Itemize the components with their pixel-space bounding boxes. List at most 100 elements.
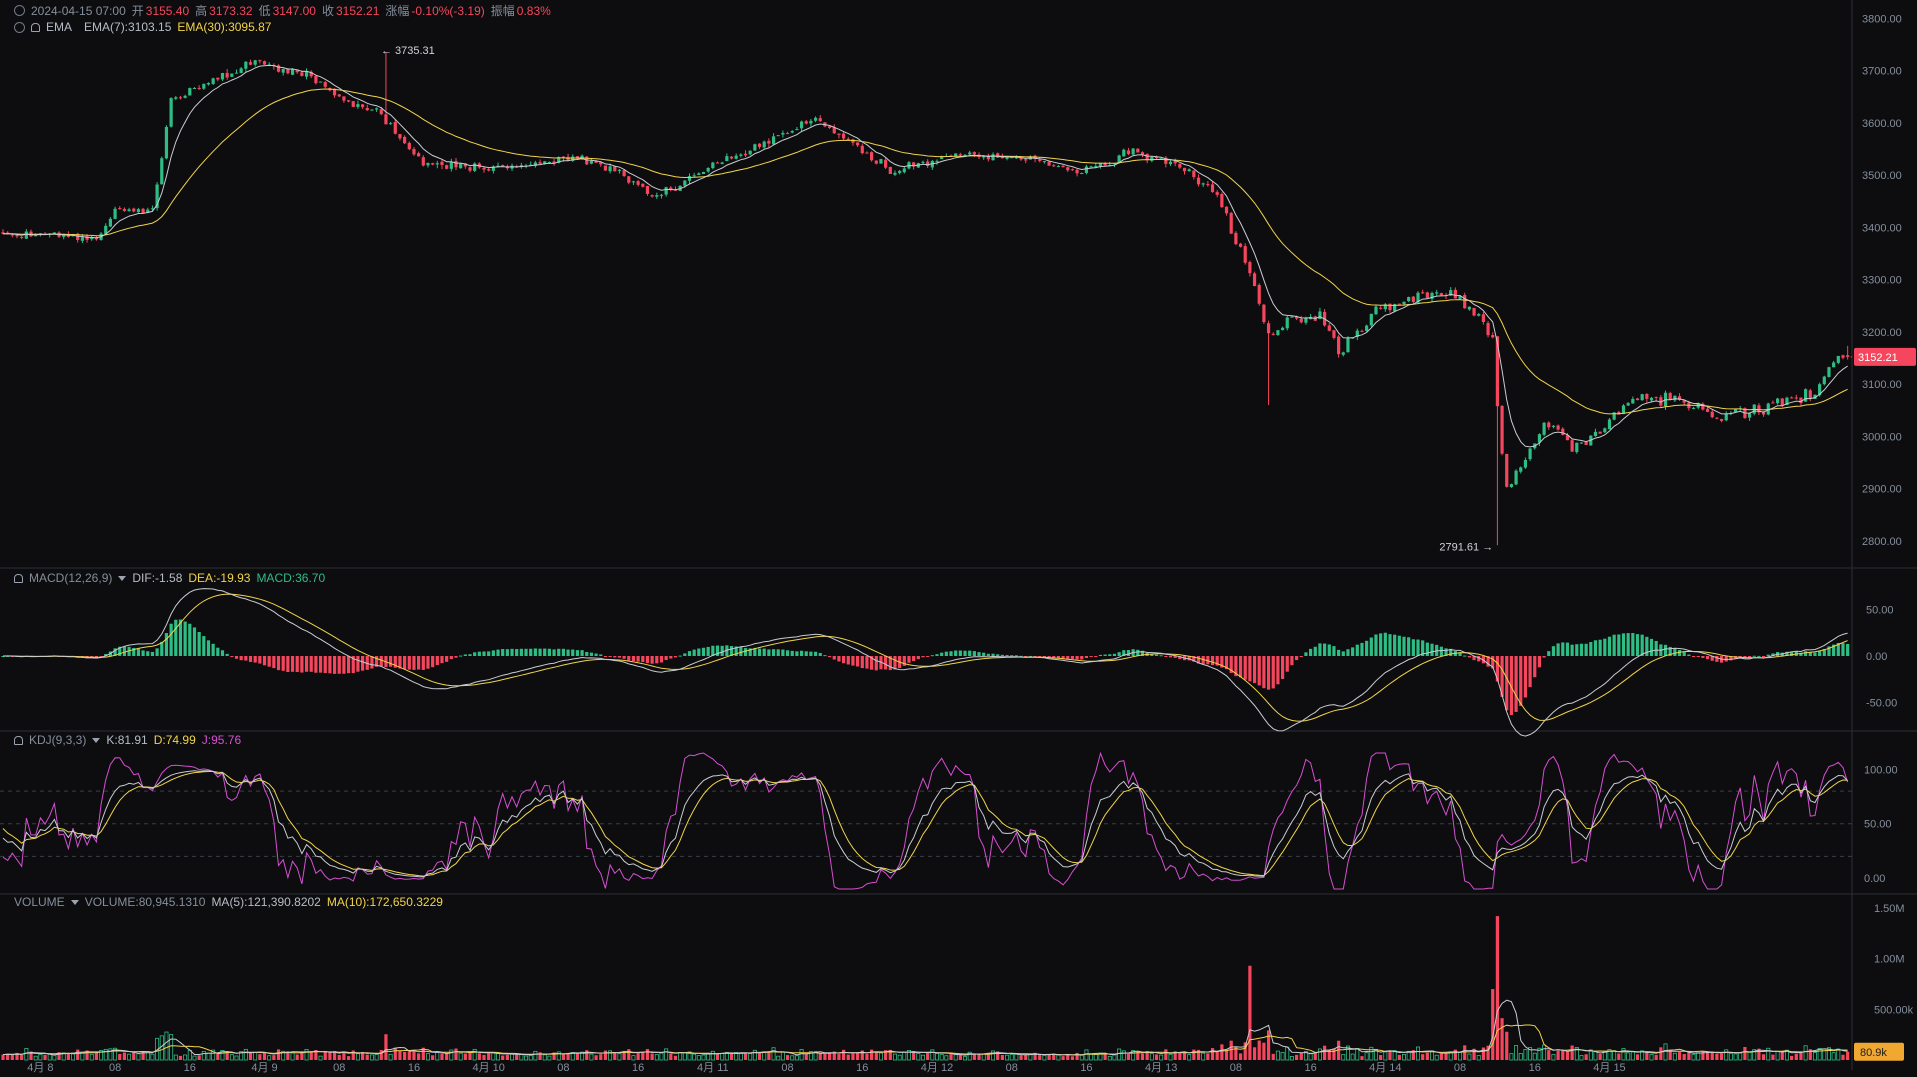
macd-bar	[1551, 646, 1556, 656]
volume-bar	[458, 1052, 463, 1061]
candle-body	[141, 208, 145, 214]
collapse-icon[interactable]	[14, 5, 25, 16]
volume-bar	[89, 1053, 94, 1061]
candle-body	[599, 162, 603, 165]
candle-body	[1126, 150, 1131, 154]
volume-bar	[547, 1055, 552, 1061]
macd-bar	[295, 656, 299, 673]
volume-bar	[435, 1051, 440, 1061]
macd-bar	[557, 648, 561, 656]
macd-bar	[921, 656, 925, 658]
candle-body	[169, 98, 173, 127]
candle-body	[571, 156, 575, 161]
volume-bar	[1289, 1056, 1294, 1061]
candle-body	[846, 138, 850, 140]
chevron-down-icon[interactable]	[92, 737, 101, 743]
macd-bar	[1757, 655, 1761, 657]
candle-body	[454, 160, 458, 168]
volume-bar	[696, 1055, 701, 1061]
volume-bar	[1005, 1054, 1010, 1061]
candle-body	[398, 134, 402, 139]
chevron-down-icon[interactable]	[70, 899, 79, 905]
candle-body	[146, 209, 150, 213]
macd-bar	[958, 650, 962, 656]
candle-body	[603, 165, 608, 171]
bell-icon[interactable]	[14, 573, 23, 583]
macd-bar	[1491, 656, 1495, 669]
macd-bar	[370, 656, 374, 669]
macd-bar	[1617, 634, 1621, 656]
macd-bar	[1710, 656, 1714, 661]
candle-body	[1645, 393, 1649, 399]
volume-bar	[912, 1051, 916, 1060]
volume-bar	[393, 1047, 397, 1060]
candle-body	[1794, 397, 1798, 399]
ema-legend: EMA EMA(7):3103.15 EMA(30):3095.87	[14, 20, 277, 34]
macd-bar	[613, 656, 617, 658]
volume-bar	[1229, 1040, 1233, 1060]
macd-bar	[1537, 656, 1542, 668]
candle-body	[1640, 394, 1644, 401]
volume-bar	[1532, 1052, 1537, 1061]
change-value: -0.10%(-3.19)	[411, 3, 485, 18]
candle-body	[1206, 184, 1210, 186]
low-value: 3147.00	[272, 3, 316, 18]
macd-bar	[1444, 648, 1448, 656]
candle-body	[1238, 243, 1243, 247]
macd-bar	[1150, 653, 1154, 656]
volume-bar	[113, 1047, 118, 1061]
volume-bar	[1640, 1050, 1645, 1061]
volume-bar	[860, 1050, 864, 1060]
collapse-icon[interactable]	[14, 21, 25, 33]
candle-body	[1178, 163, 1182, 168]
macd-bar	[888, 656, 892, 671]
candle-body	[1780, 398, 1784, 406]
candle-body	[1659, 397, 1663, 406]
chevron-down-icon[interactable]	[118, 575, 127, 581]
volume-bar	[440, 1053, 444, 1060]
bell-icon[interactable]	[14, 735, 23, 745]
macd-bar	[1369, 637, 1373, 656]
volume-bar	[1766, 1047, 1771, 1061]
macd-bar	[762, 648, 766, 656]
volume-bar	[412, 1050, 416, 1060]
macd-bar	[1210, 656, 1215, 666]
candle-body	[529, 164, 533, 166]
volume-name[interactable]: VOLUME	[14, 895, 65, 909]
kdj-name[interactable]: KDJ(9,3,3)	[29, 733, 87, 747]
volume-bar	[229, 1054, 234, 1061]
macd-bar	[697, 648, 701, 656]
candle-body	[1626, 403, 1630, 406]
macd-bar	[1117, 652, 1121, 656]
macd-bar	[1640, 634, 1644, 656]
candle-body	[1528, 448, 1532, 460]
macd-bar	[902, 656, 906, 666]
candle-body	[1449, 290, 1453, 296]
volume-bar	[61, 1052, 66, 1061]
volume-bar	[884, 1050, 888, 1060]
macd-bar	[954, 650, 958, 656]
macd-name[interactable]: MACD(12,26,9)	[29, 571, 113, 585]
bell-icon[interactable]	[31, 22, 40, 32]
candle-body	[1747, 413, 1752, 418]
volume-bar	[1747, 1051, 1752, 1061]
macd-bar	[1822, 648, 1826, 656]
macd-bar	[977, 652, 981, 656]
ema-name[interactable]: EMA	[46, 20, 73, 34]
volume-bar	[1332, 1048, 1336, 1060]
volume-bar	[1630, 1051, 1635, 1061]
candle-body	[1294, 316, 1299, 319]
volume-bar	[225, 1051, 229, 1060]
volume-bar	[575, 1052, 580, 1060]
candle-body	[496, 165, 500, 167]
volume-bar	[425, 1053, 430, 1061]
candle-body	[1757, 405, 1761, 413]
volume-bar	[645, 1049, 650, 1060]
macd-bar	[1649, 638, 1654, 656]
macd-bar	[870, 656, 874, 670]
macd-bar	[1607, 636, 1612, 656]
candle-body	[865, 152, 869, 154]
volume-bar	[851, 1053, 855, 1060]
macd-bar	[1014, 655, 1018, 657]
